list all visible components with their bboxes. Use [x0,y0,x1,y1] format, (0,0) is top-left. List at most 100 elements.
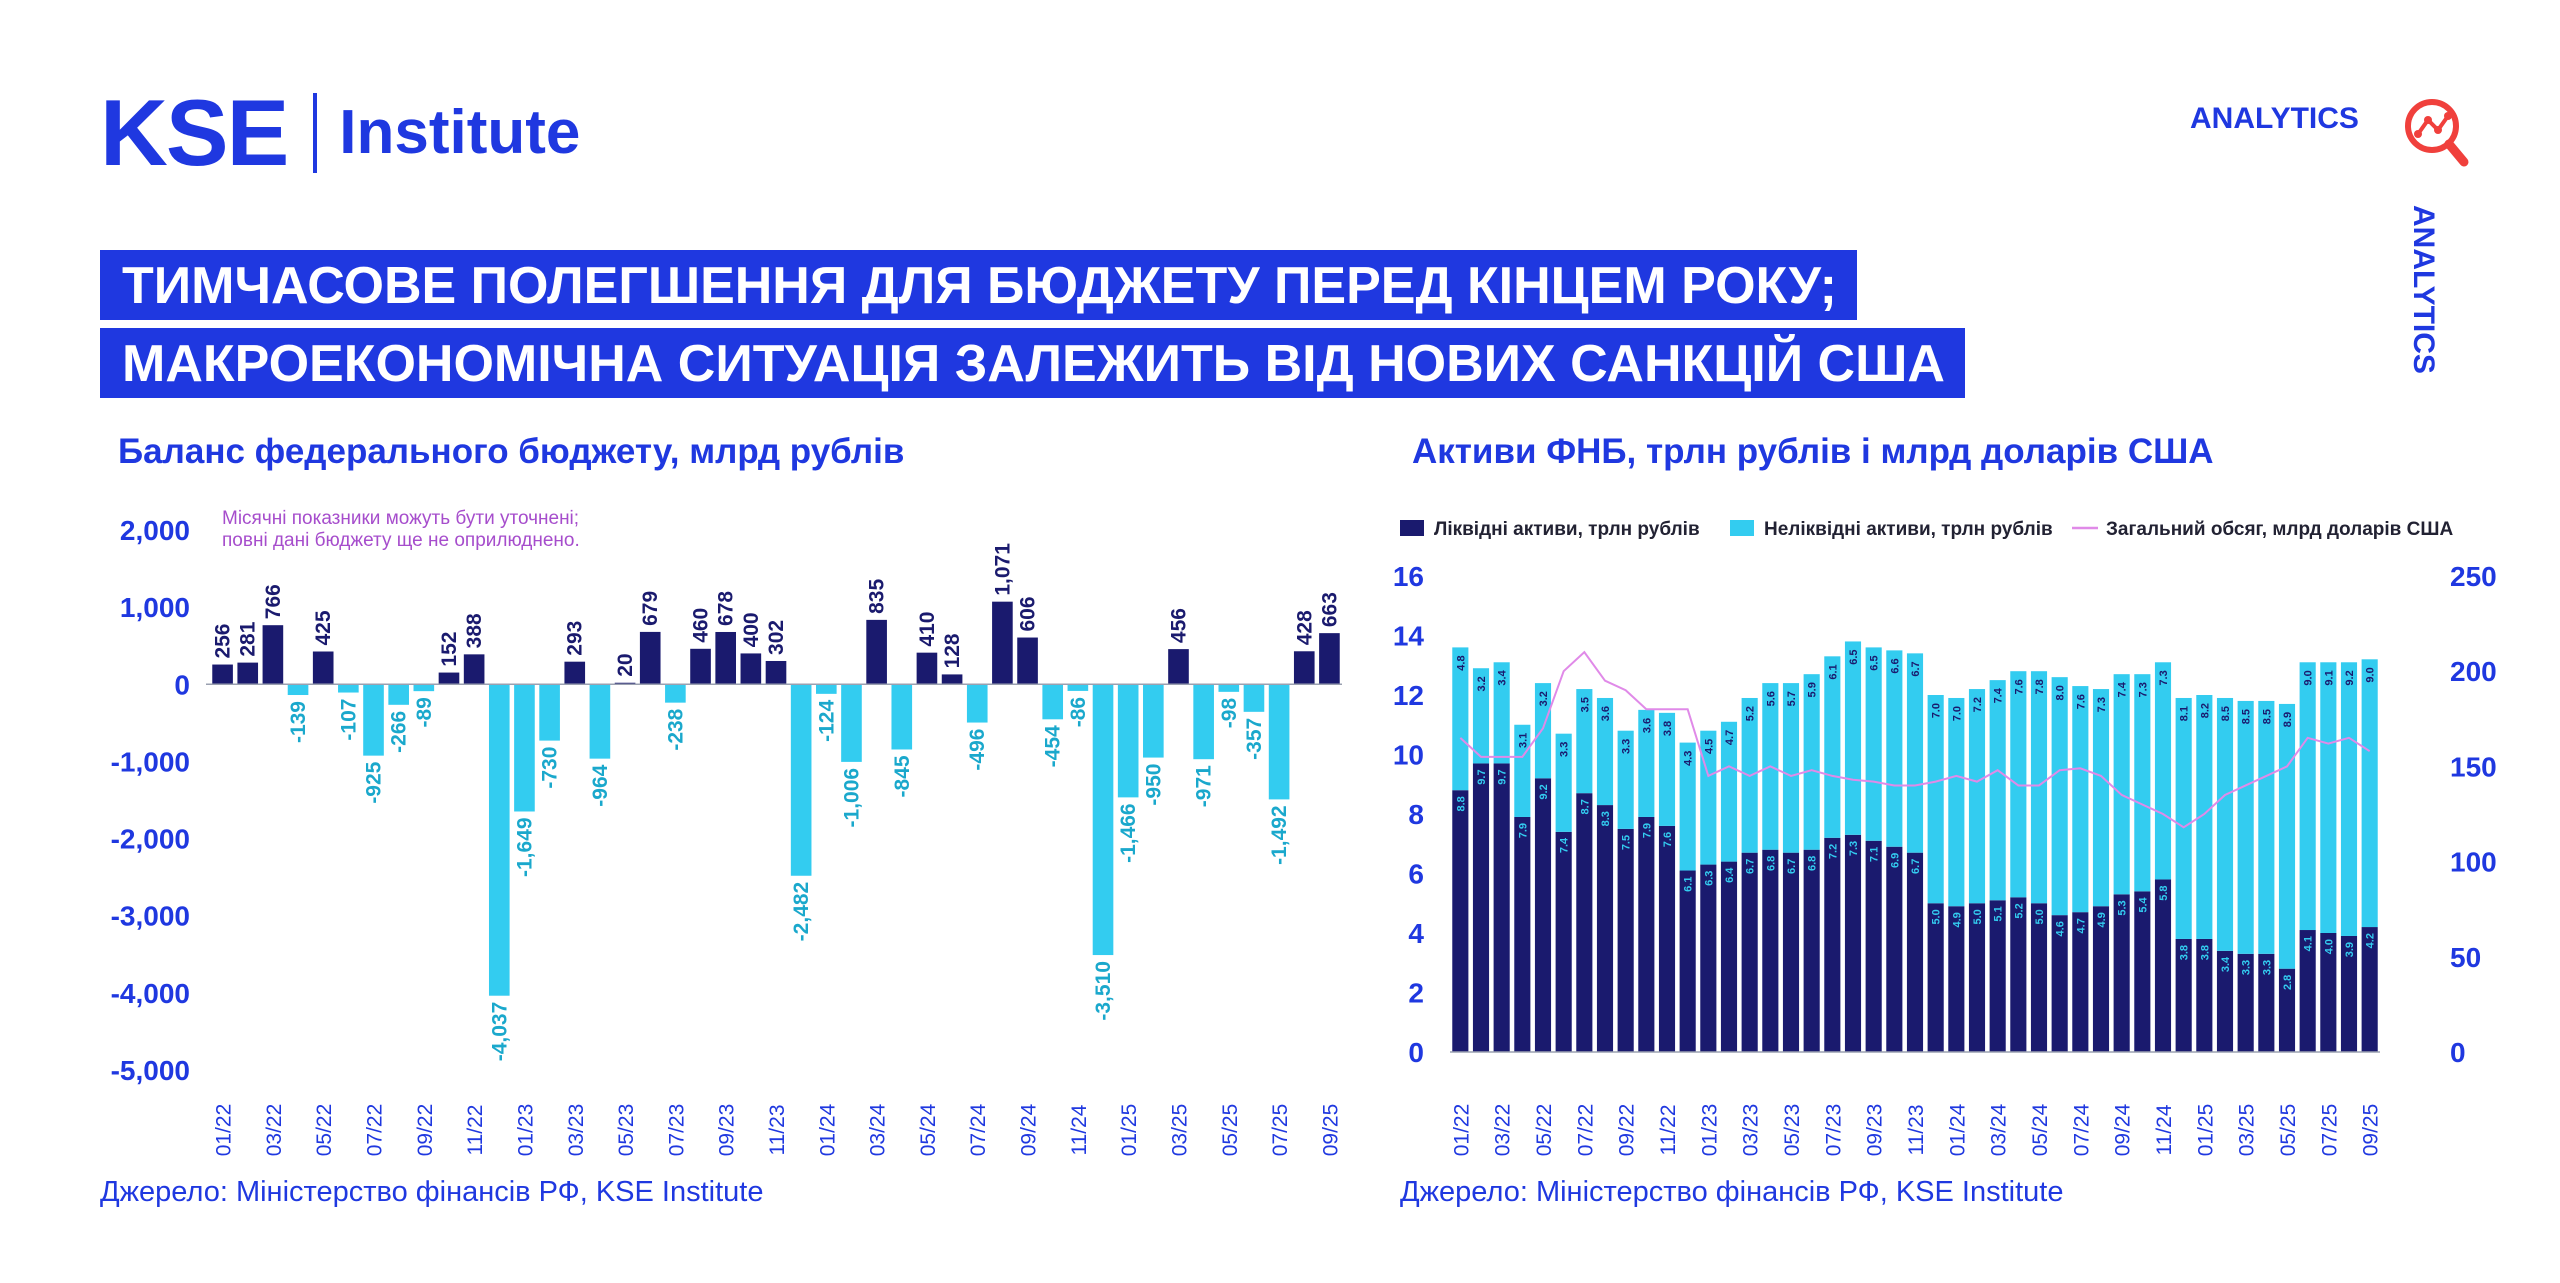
illiquid-bar [2340,662,2358,936]
budget-bar-label: 835 [866,579,889,614]
illiquid-bar [1452,647,1469,791]
nwf-x-tick: 05/22 [1533,1104,1556,1157]
legend-swatch [1400,520,1424,536]
liquid-bar-label: 6.9 [1889,853,1901,868]
budget-bar [237,662,259,685]
budget-bar [815,684,837,694]
budget-x-tick: 01/25 [1118,1104,1141,1157]
illiquid-bar [1948,697,1965,907]
budget-bar [841,684,862,762]
liquid-bar-label: 4.1 [2303,936,2315,951]
budget-bar-label: 428 [1293,610,1316,645]
budget-bar-label: 293 [564,621,587,656]
liquid-bar [2154,879,2172,1052]
nwf-x-tick: 01/25 [2194,1104,2217,1157]
legend-swatch [1730,520,1754,536]
budget-bar [363,684,384,756]
liquid-bar [1782,852,1800,1052]
budget-bar [438,672,460,685]
budget-x-tick: 03/24 [867,1103,890,1156]
liquid-bar-label: 5.3 [2117,900,2129,915]
budget-x-tick: 07/24 [967,1103,990,1156]
nwf-y-tick: 0 [1408,1037,1424,1068]
liquid-bar-label: 6.7 [1786,859,1798,874]
budget-bar [287,684,309,696]
liquid-bar-label: 7.4 [1559,837,1571,853]
budget-bar-label: -107 [337,699,360,741]
liquid-bar [1989,900,2006,1052]
budget-bar-label: 256 [212,623,235,658]
nwf-x-tick: 07/25 [2318,1104,2341,1157]
liquid-bar-label: 3.3 [2261,960,2273,975]
nwf-x-tick: 09/22 [1616,1104,1639,1157]
illiquid-bar-label: 3.1 [1517,733,1529,748]
nwf-y-tick: 8 [1408,799,1424,830]
liquid-bar-label: 6.3 [1703,871,1715,886]
illiquid-bar-label: 7.4 [2117,681,2129,697]
liquid-bar [2320,933,2337,1052]
analytics-vertical-label: ANALYTICS [2407,205,2440,374]
nwf-y2-tick: 50 [2450,942,2481,973]
liquid-bar-label: 5.0 [1931,909,1943,924]
budget-y-tick: -4,000 [111,978,190,1009]
budget-x-tick: 03/25 [1168,1104,1191,1157]
liquid-bar [1948,906,1965,1052]
budget-bar-label: -730 [539,747,562,789]
illiquid-bar-label: 7.4 [1993,687,2005,703]
nwf-y-tick: 16 [1393,561,1424,592]
budget-bar [790,684,812,876]
illiquid-bar-label: 3.8 [1662,721,1674,736]
budget-bar [1243,684,1265,712]
illiquid-bar [1824,656,1841,838]
nwf-y-tick: 12 [1393,680,1424,711]
liquid-bar-label: 9.7 [1476,769,1488,784]
budget-bar-label: 302 [765,620,788,655]
nwf-x-tick: 05/23 [1781,1104,1804,1157]
liquid-bar-label: 8.8 [1455,796,1467,811]
budget-y-tick: -1,000 [111,746,190,777]
liquid-bar-label: 8.7 [1579,799,1591,814]
illiquid-bar-label: 9.0 [2365,667,2377,682]
illiquid-bar [1638,709,1655,817]
illiquid-bar-label: 5.6 [1765,691,1777,706]
budget-bar [941,674,963,685]
illiquid-bar [1865,647,1882,841]
illiquid-bar [2113,674,2130,895]
liquid-bar-label: 5.1 [1993,906,2005,921]
illiquid-bar [2361,659,2378,928]
liquid-bar [2196,938,2213,1052]
budget-y-tick: 0 [174,669,190,700]
budget-bar [1092,684,1114,956]
illiquid-bar [1679,742,1696,871]
illiquid-bar [2175,697,2192,939]
illiquid-bar-label: 7.3 [2096,697,2108,712]
liquid-bar [2361,927,2378,1052]
budget-bar-label: 400 [740,612,763,647]
illiquid-bar [1803,674,1820,850]
budget-bar [564,661,586,685]
nwf-x-tick: 09/25 [2360,1104,2383,1157]
illiquid-bar-label: 8.5 [2261,709,2273,724]
liquid-bar-label: 8.3 [1600,811,1612,826]
illiquid-bar-label: 7.8 [2034,679,2046,694]
liquid-bar-label: 3.9 [2344,942,2356,957]
liquid-bar-label: 6.4 [1724,867,1736,883]
budget-note-line-1: Місячні показники можуть бути уточнені; [222,508,579,529]
budget-bar [1017,637,1038,685]
budget-bar [639,631,661,685]
illiquid-bar-label: 7.6 [2013,679,2025,694]
budget-bar [992,601,1013,685]
illiquid-bar [1989,680,2006,901]
budget-bar [1218,684,1240,692]
budget-x-tick: 05/24 [917,1103,940,1156]
liquid-bar [2010,897,2027,1052]
kse-logo: KSE Institute [100,86,580,180]
budget-bar-label: 152 [438,632,461,667]
liquid-bar-label: 5.8 [2158,885,2170,900]
illiquid-bar [1514,724,1531,817]
budget-x-tick: 11/24 [1068,1104,1091,1155]
illiquid-bar [1576,689,1593,794]
nwf-x-tick: 09/24 [2112,1103,2135,1156]
illiquid-bar [1927,695,1944,904]
illiquid-bar-label: 6.6 [1889,658,1901,673]
